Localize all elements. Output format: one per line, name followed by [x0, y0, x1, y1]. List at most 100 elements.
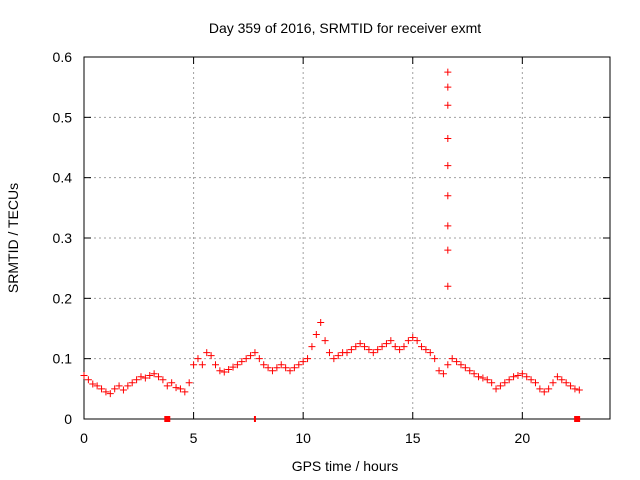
data-point: [470, 370, 478, 378]
data-point: [190, 361, 198, 369]
data-point: [137, 373, 145, 381]
data-point: [409, 334, 417, 342]
data-point: [98, 385, 106, 393]
grid-lines: [84, 57, 610, 419]
data-point: [501, 379, 509, 387]
data-point: [413, 337, 421, 345]
data-point: [321, 337, 329, 345]
data-point: [540, 388, 548, 396]
data-point: [159, 376, 167, 384]
data-point: [444, 222, 452, 230]
y-tick-label: 0: [64, 411, 72, 427]
data-point: [391, 343, 399, 351]
data-point: [128, 379, 136, 387]
data-point: [286, 367, 294, 375]
data-point: [510, 373, 518, 381]
data-point: [431, 355, 439, 363]
data-point: [207, 352, 215, 360]
data-point: [369, 349, 377, 357]
data-point: [549, 379, 557, 387]
data-point: [198, 361, 206, 369]
data-point: [194, 355, 202, 363]
data-point: [475, 373, 482, 381]
data-point: [229, 363, 237, 371]
data-point: [361, 343, 369, 351]
data-point: [334, 352, 342, 360]
axis-marker: [574, 416, 581, 422]
data-point: [255, 355, 263, 363]
data-point: [444, 282, 452, 290]
x-tick-label: 20: [515, 430, 531, 446]
data-point: [396, 346, 404, 354]
data-points: [80, 68, 583, 398]
data-point: [150, 370, 158, 378]
data-point: [273, 364, 281, 372]
data-point: [374, 346, 382, 354]
data-point: [444, 134, 452, 142]
data-point: [505, 376, 513, 384]
data-point: [330, 355, 338, 363]
data-point: [571, 385, 579, 393]
data-point: [220, 368, 228, 376]
data-point: [238, 358, 246, 366]
data-point: [400, 343, 408, 351]
data-point: [444, 83, 452, 91]
data-point: [80, 372, 88, 380]
data-point: [93, 382, 101, 390]
data-point: [444, 68, 452, 76]
data-point: [378, 343, 386, 351]
data-point: [514, 372, 522, 380]
data-point: [84, 376, 92, 384]
data-point: [146, 372, 154, 380]
data-point: [268, 367, 276, 375]
data-point: [277, 361, 285, 369]
data-point: [212, 361, 219, 369]
data-point: [347, 346, 355, 354]
data-point: [483, 376, 491, 384]
y-tick-label: 0.3: [53, 230, 73, 246]
data-point: [225, 366, 233, 374]
data-point: [304, 355, 312, 363]
data-point: [439, 370, 447, 378]
data-point: [404, 337, 412, 345]
data-point: [444, 162, 452, 170]
data-point: [567, 382, 575, 390]
data-point: [106, 390, 114, 398]
data-point: [448, 355, 456, 363]
data-point: [102, 388, 110, 396]
data-point: [426, 349, 434, 357]
data-point: [295, 361, 303, 369]
data-point: [444, 361, 452, 369]
data-point: [518, 370, 526, 378]
data-point: [282, 364, 290, 372]
data-point: [172, 384, 180, 392]
data-point: [181, 388, 189, 396]
data-point: [251, 349, 259, 357]
data-point: [553, 373, 561, 381]
data-point: [242, 355, 250, 363]
axis-marker: [164, 416, 171, 422]
data-point: [382, 340, 390, 348]
data-point: [203, 349, 211, 357]
data-point: [133, 376, 141, 384]
data-point: [185, 379, 193, 387]
data-point: [264, 364, 272, 372]
data-point: [216, 367, 224, 375]
y-tick-label: 0.1: [53, 351, 73, 367]
data-point: [479, 374, 487, 382]
x-axis-label: GPS time / hours: [292, 458, 399, 474]
data-point: [562, 379, 570, 387]
data-point: [444, 101, 452, 109]
data-point: [558, 376, 566, 384]
data-point: [141, 374, 149, 382]
data-point: [119, 386, 127, 394]
data-point: [488, 379, 496, 387]
chart-title: Day 359 of 2016, SRMTID for receiver exm…: [209, 20, 481, 36]
x-tick-label: 0: [80, 430, 88, 446]
data-point: [352, 343, 360, 351]
x-tick-label: 5: [190, 430, 198, 446]
data-point: [299, 358, 307, 366]
data-point: [387, 337, 395, 345]
data-point: [492, 385, 500, 393]
y-tick-label: 0.6: [53, 49, 73, 65]
